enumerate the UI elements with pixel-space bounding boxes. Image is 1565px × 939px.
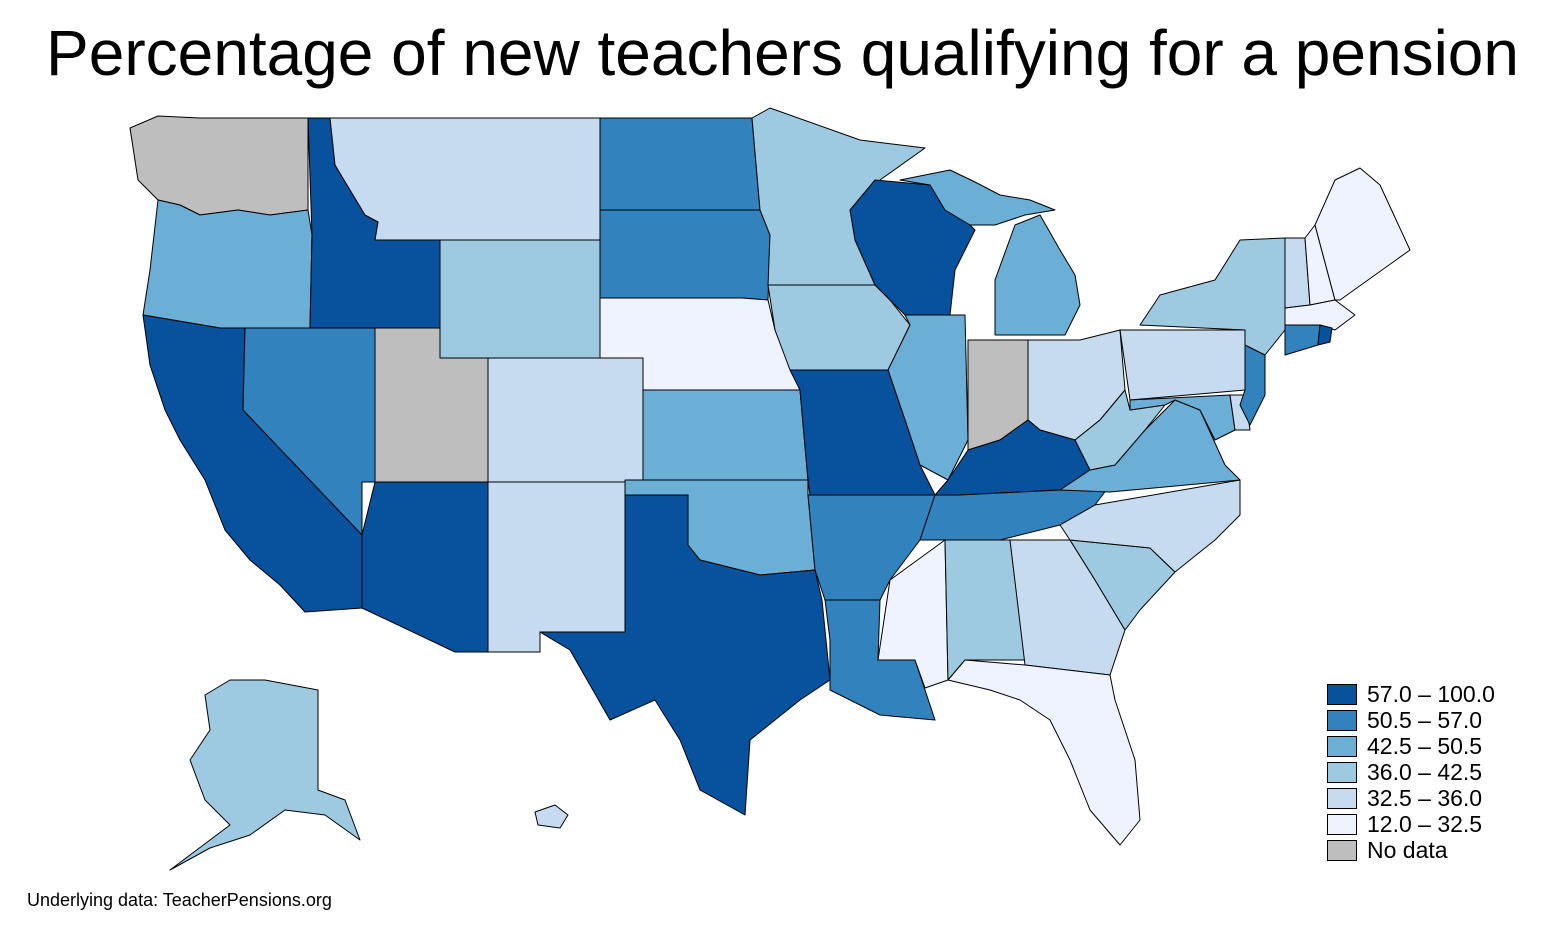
state-OR — [142, 199, 313, 329]
state-AL — [944, 539, 1026, 681]
state-SD — [599, 209, 771, 301]
legend-swatch — [1327, 787, 1357, 809]
legend-swatch — [1327, 813, 1357, 835]
legend-swatch — [1327, 709, 1357, 731]
source-note: Underlying data: TeacherPensions.org — [27, 890, 332, 910]
state-RI — [1317, 324, 1333, 346]
legend-item: No data — [1327, 837, 1495, 863]
state-ME — [1314, 167, 1411, 301]
legend-item: 42.5 – 50.5 — [1327, 733, 1495, 759]
legend-label: 12.0 – 32.5 — [1367, 811, 1483, 837]
legend-item: 12.0 – 32.5 — [1327, 811, 1495, 837]
state-NM — [487, 481, 626, 653]
state-ND — [599, 117, 761, 211]
state-WI — [849, 179, 976, 316]
legend-item: 36.0 – 42.5 — [1327, 759, 1495, 785]
legend-label: 50.5 – 57.0 — [1367, 707, 1483, 733]
state-CT — [1284, 324, 1321, 356]
state-HI — [534, 804, 569, 829]
legend-item: 32.5 – 36.0 — [1327, 785, 1495, 811]
state-KS — [642, 389, 809, 481]
state-WY — [439, 239, 601, 359]
state-AK — [169, 679, 361, 871]
legend-item: 57.0 – 100.0 — [1327, 681, 1495, 707]
legend-swatch — [1327, 735, 1357, 757]
state-NC — [1059, 479, 1241, 573]
legend-label: 36.0 – 42.5 — [1367, 759, 1483, 785]
legend-swatch — [1327, 683, 1357, 705]
state-WA — [129, 115, 309, 216]
legend-swatch — [1327, 839, 1357, 861]
state-PA — [1119, 329, 1251, 401]
legend: 57.0 – 100.0 50.5 – 57.0 42.5 – 50.5 36.… — [1327, 681, 1495, 863]
state-AZ — [361, 481, 489, 653]
state-MI-upper — [899, 169, 1056, 226]
legend-label: No data — [1367, 837, 1448, 863]
legend-label: 32.5 – 36.0 — [1367, 785, 1483, 811]
legend-item: 50.5 – 57.0 — [1327, 707, 1495, 733]
state-FL — [947, 659, 1141, 846]
legend-label: 57.0 – 100.0 — [1367, 681, 1495, 707]
legend-label: 42.5 – 50.5 — [1367, 733, 1483, 759]
state-TX — [539, 494, 831, 816]
map-title: Percentage of new teachers qualifying fo… — [46, 17, 1519, 89]
state-CO — [487, 357, 644, 483]
state-MI — [994, 214, 1081, 336]
legend-swatch — [1327, 761, 1357, 783]
